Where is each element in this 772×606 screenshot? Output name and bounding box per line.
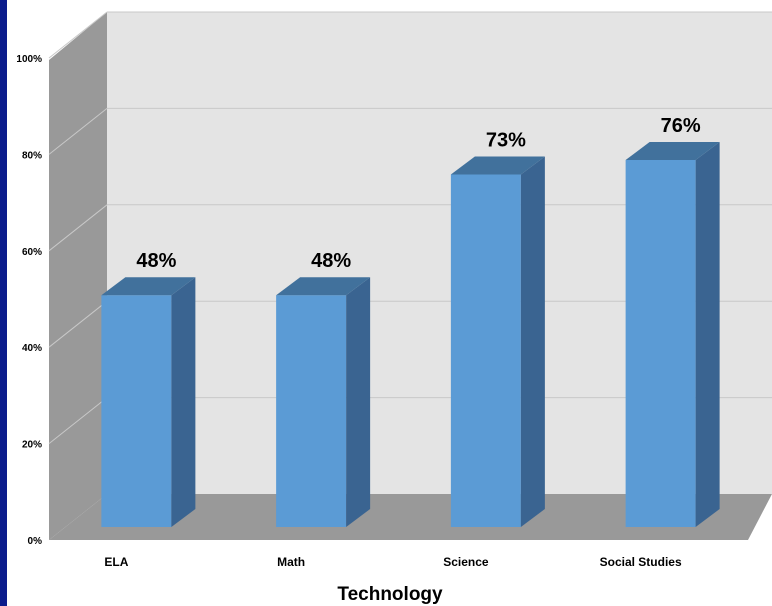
bar-front (276, 295, 346, 527)
y-tick-label: 20% (22, 440, 42, 451)
bar-front (101, 295, 171, 527)
bar-front (451, 174, 521, 527)
x-category-label: Science (443, 555, 489, 569)
x-axis-categories: ELA Math Science Social Studies (104, 555, 682, 569)
y-tick-label: 60% (22, 247, 42, 258)
bar-side (171, 277, 195, 527)
y-axis-ticks: 0% 20% 40% 60% 80% 100% (16, 54, 42, 547)
y-tick-label: 40% (22, 343, 42, 354)
data-label: 76% (661, 115, 701, 137)
bar-front (626, 160, 696, 527)
data-label: 73% (486, 129, 526, 151)
bar-side (521, 156, 545, 527)
y-tick-label: 0% (28, 536, 43, 547)
data-label: 48% (311, 250, 351, 272)
side-wall (49, 12, 107, 540)
y-tick-label: 100% (16, 54, 42, 65)
x-axis-title: Technology (337, 584, 443, 605)
bar-side (696, 142, 720, 527)
data-label: 48% (136, 250, 176, 272)
x-category-label: Social Studies (600, 555, 682, 569)
bar-side (346, 277, 370, 527)
y-tick-label: 80% (22, 150, 42, 161)
x-category-label: ELA (104, 555, 128, 569)
x-category-label: Math (277, 555, 305, 569)
